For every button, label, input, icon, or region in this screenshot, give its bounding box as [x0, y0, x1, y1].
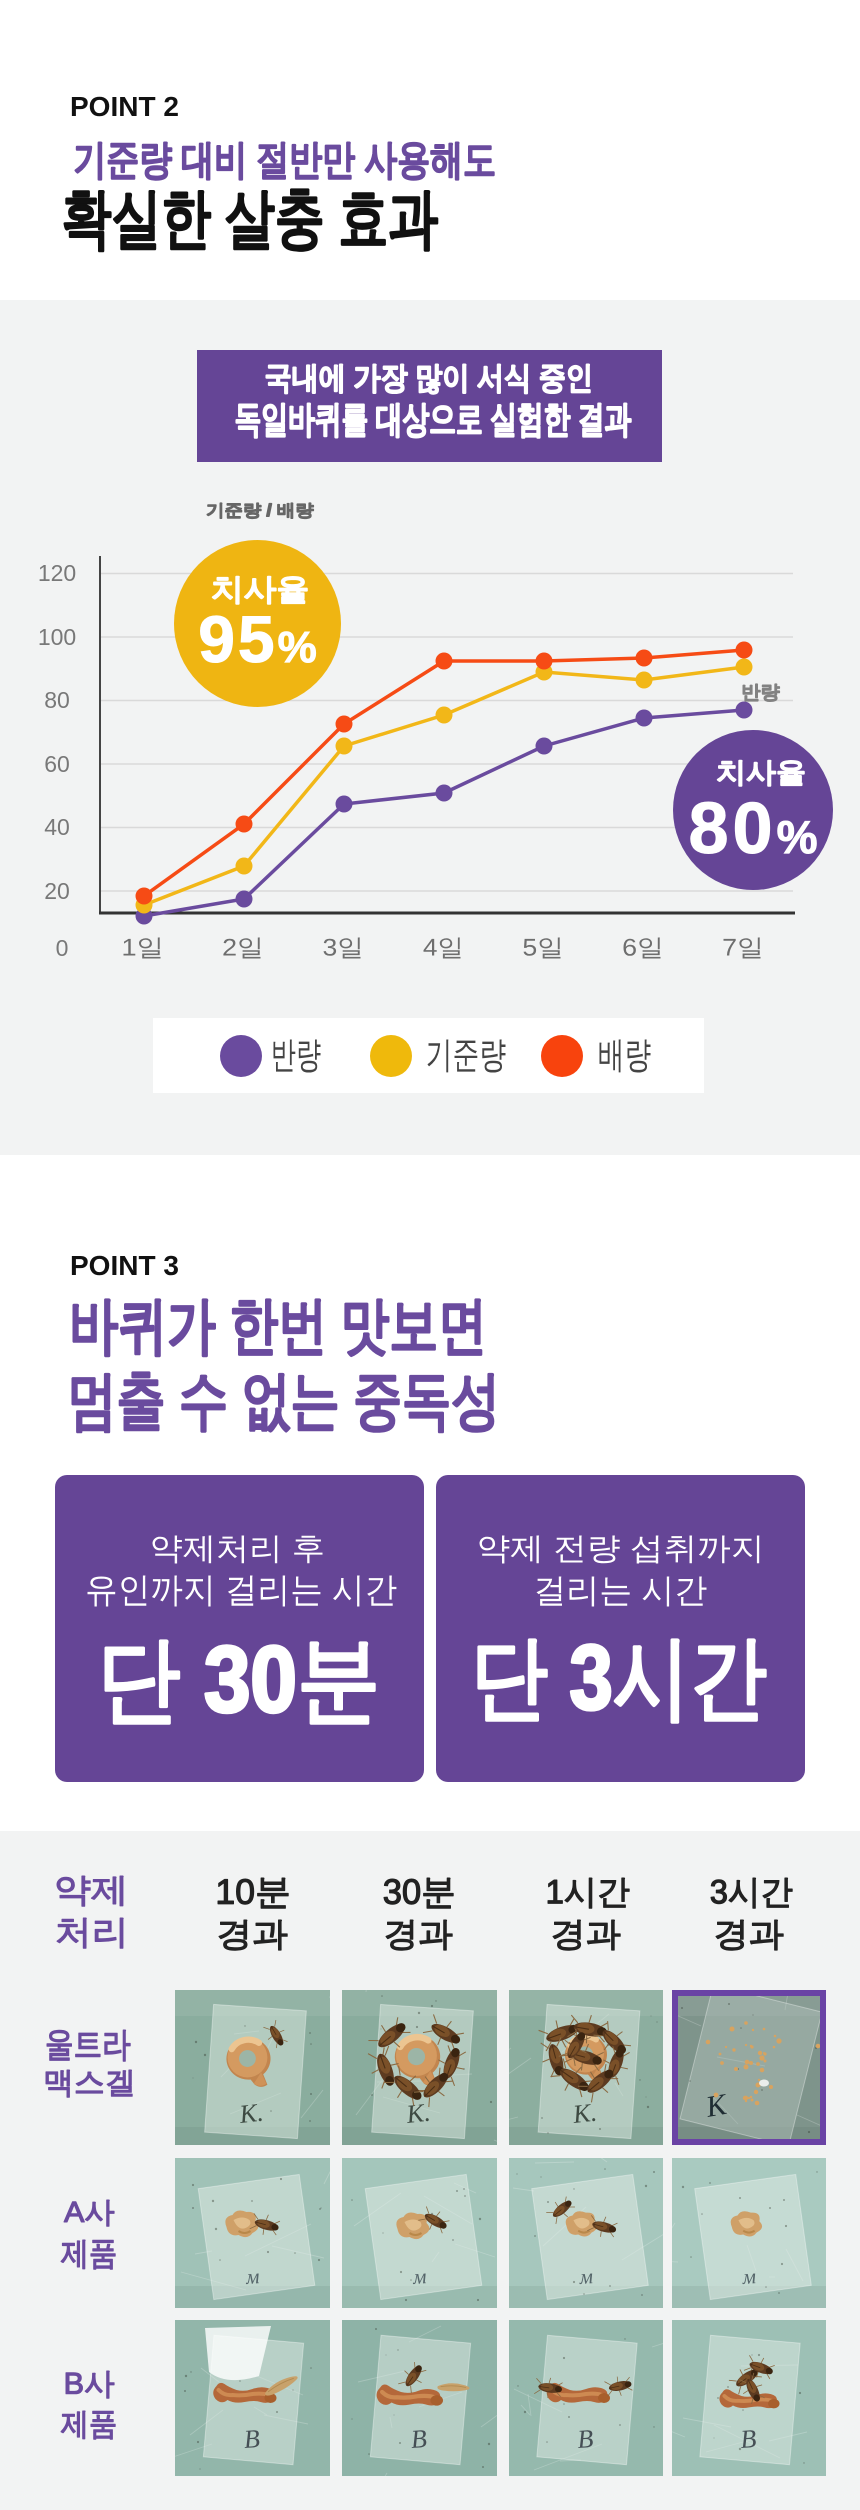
svg-text:м: м — [411, 2264, 427, 2289]
svg-text:80: 80 — [44, 687, 70, 713]
svg-text:20: 20 — [44, 878, 70, 904]
svg-text:0: 0 — [56, 935, 69, 961]
svg-text:K.: K. — [571, 2098, 599, 2129]
svg-text:40: 40 — [44, 814, 70, 840]
svg-text:K.: K. — [237, 2098, 265, 2129]
svg-text:м: м — [244, 2264, 260, 2289]
svg-text:B: B — [243, 2424, 261, 2454]
svg-text:B: B — [410, 2424, 428, 2454]
svg-text:60: 60 — [44, 751, 70, 777]
svg-text:м: м — [578, 2264, 594, 2289]
svg-text:K.: K. — [404, 2098, 432, 2129]
svg-text:B: B — [739, 2424, 757, 2454]
svg-text:120: 120 — [38, 560, 76, 586]
svg-text:B: B — [576, 2424, 594, 2454]
svg-text:100: 100 — [38, 624, 76, 650]
svg-text:м: м — [741, 2264, 757, 2289]
